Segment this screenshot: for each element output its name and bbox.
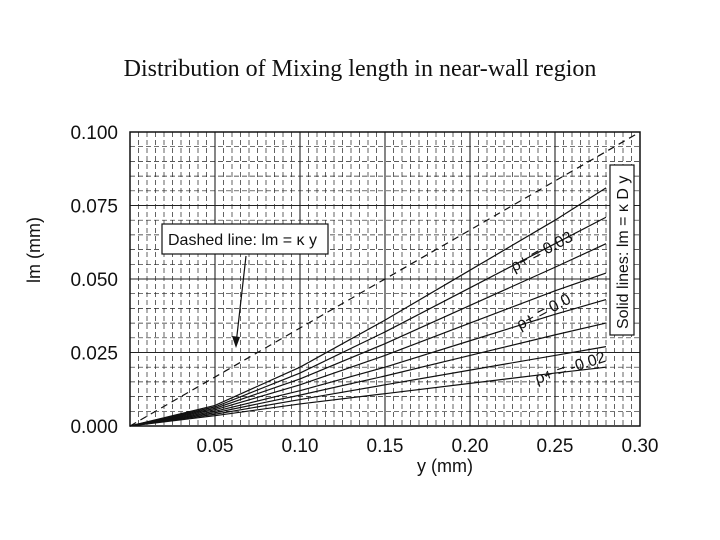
y-tick-labels: 0.000 0.025 0.050 0.075 0.100	[70, 123, 118, 438]
series-solid-line-8	[129, 366, 607, 427]
y-tick-label: 0.050	[70, 270, 118, 291]
solid-lines-legend-box	[609, 164, 635, 336]
series-layer	[129, 131, 641, 427]
series-solid-line-1	[129, 187, 607, 427]
dashed-line-pointer-arrowhead	[232, 336, 240, 348]
y-tick-label: 0.025	[70, 344, 118, 365]
x-tick-label: 0.30	[622, 436, 659, 457]
x-tick-label: 0.20	[452, 436, 489, 457]
series-solid-line-2	[129, 216, 607, 427]
x-axis-label: y (mm)	[417, 456, 473, 476]
y-axis-label: lm (mm)	[24, 217, 44, 283]
dashed-line-legend-box	[161, 223, 329, 255]
x-tick-labels: 0.05 0.10 0.15 0.20 0.25 0.30	[197, 436, 659, 457]
series-solid-line-4	[129, 272, 607, 427]
series-solid-line-7	[129, 346, 607, 427]
page-title: Distribution of Mixing length in near-wa…	[123, 56, 597, 82]
dashed-line-legend-text: Dashed line: lm = κ y	[168, 232, 317, 249]
y-tick-label: 0.100	[70, 123, 118, 144]
x-tick-label: 0.15	[367, 436, 404, 457]
solid-lines-legend: Solid lines: lm = κ D y	[609, 164, 635, 336]
x-tick-label: 0.05	[197, 436, 234, 457]
plot-frame	[129, 131, 641, 427]
x-tick-label: 0.25	[537, 436, 574, 457]
series-solid-line-6	[129, 322, 607, 427]
y-tick-label: 0.000	[70, 417, 118, 438]
dashed-line-pointer	[235, 255, 247, 345]
series-solid-line-5	[129, 299, 607, 427]
solid-lines-legend-text: Solid lines: lm = κ D y	[615, 176, 632, 329]
y-tick-label: 0.075	[70, 197, 118, 218]
series-solid-line-3	[129, 243, 607, 427]
x-tick-label: 0.10	[282, 436, 319, 457]
series-dashed-line	[129, 131, 641, 427]
